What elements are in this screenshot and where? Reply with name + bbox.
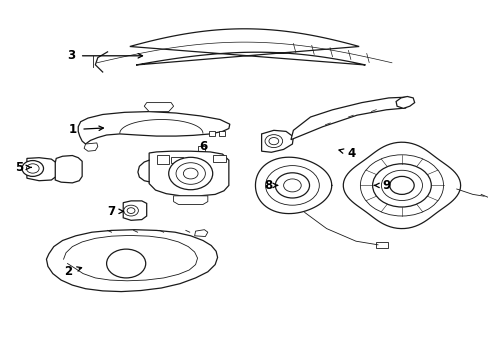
Text: 6: 6 [199,140,206,153]
Circle shape [26,164,39,173]
Polygon shape [130,29,365,65]
Circle shape [123,205,138,216]
Circle shape [389,176,413,194]
Circle shape [106,249,145,278]
Text: 1: 1 [68,123,76,136]
Polygon shape [55,156,82,183]
Text: 2: 2 [64,265,72,278]
Polygon shape [290,97,405,140]
Text: 9: 9 [382,179,389,192]
Circle shape [265,166,319,205]
Circle shape [283,179,301,192]
Polygon shape [395,96,414,108]
Circle shape [22,161,43,176]
Polygon shape [173,196,207,204]
Text: 3: 3 [67,49,75,62]
Text: 4: 4 [346,147,354,159]
Circle shape [381,170,422,201]
Text: 5: 5 [16,161,23,174]
Polygon shape [46,230,217,292]
Polygon shape [78,112,229,144]
Polygon shape [261,130,293,152]
Polygon shape [212,155,225,162]
Polygon shape [194,230,207,237]
Polygon shape [208,131,215,136]
Polygon shape [218,131,224,136]
Circle shape [183,168,198,179]
Circle shape [372,164,430,207]
Polygon shape [157,155,168,164]
Circle shape [264,135,282,148]
Polygon shape [144,103,173,112]
Circle shape [268,138,278,145]
Circle shape [168,157,212,190]
Polygon shape [123,201,146,220]
Circle shape [176,163,205,184]
Polygon shape [343,142,460,229]
Text: 7: 7 [107,205,115,218]
Circle shape [275,173,309,198]
Polygon shape [375,242,387,248]
Polygon shape [149,151,228,196]
Text: 8: 8 [264,179,271,192]
Polygon shape [27,158,56,181]
Polygon shape [84,143,98,151]
Polygon shape [171,157,183,163]
Circle shape [360,155,443,216]
Circle shape [127,208,135,213]
